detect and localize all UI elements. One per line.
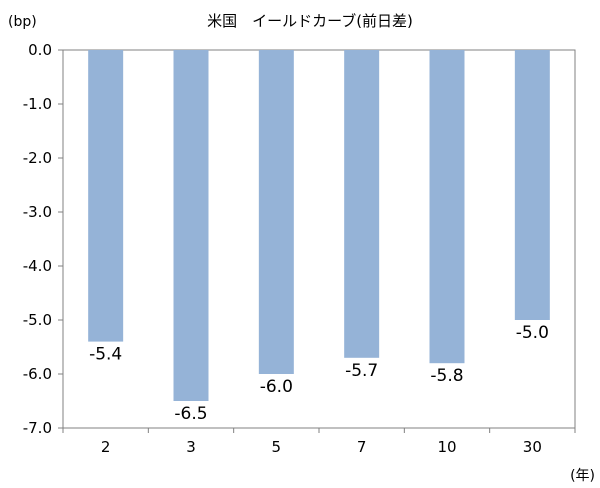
data-label: -6.5 <box>174 404 207 424</box>
data-label: -5.7 <box>345 361 378 381</box>
y-tick-label: -6.0 <box>23 365 52 383</box>
bar <box>258 50 294 374</box>
y-tick-label: 0.0 <box>28 41 52 59</box>
x-tick-label: 30 <box>523 438 542 456</box>
data-label: -6.0 <box>260 377 293 397</box>
x-axis-unit: (年) <box>570 468 595 484</box>
data-label: -5.4 <box>89 345 122 365</box>
plot-area: 0.0 -1.0 -2.0 -3.0 -4.0 -5.0 -6.0 -7.0 2 -5.4 3 -6.… <box>23 41 576 456</box>
y-tick-label: -2.0 <box>23 149 52 167</box>
bar <box>88 50 124 342</box>
bar <box>173 50 209 401</box>
data-label: -5.0 <box>516 323 549 343</box>
x-tick-label: 3 <box>186 438 196 456</box>
y-tick-label: -1.0 <box>23 95 52 113</box>
x-tick-label: 10 <box>437 438 456 456</box>
bar <box>514 50 550 320</box>
y-axis-unit: (bp) <box>8 14 37 30</box>
bar <box>429 50 465 364</box>
bar <box>344 50 380 358</box>
x-tick-label: 7 <box>357 438 367 456</box>
y-tick-label: -4.0 <box>23 257 52 275</box>
data-label: -5.8 <box>430 366 463 386</box>
y-tick-label: -7.0 <box>23 419 52 437</box>
chart-title: 米国 イールドカーブ(前日差) <box>207 12 413 30</box>
y-tick-label: -5.0 <box>23 311 52 329</box>
x-tick-label: 5 <box>272 438 282 456</box>
x-tick-label: 2 <box>101 438 111 456</box>
y-tick-label: -3.0 <box>23 203 52 221</box>
plot-frame <box>62 49 576 429</box>
